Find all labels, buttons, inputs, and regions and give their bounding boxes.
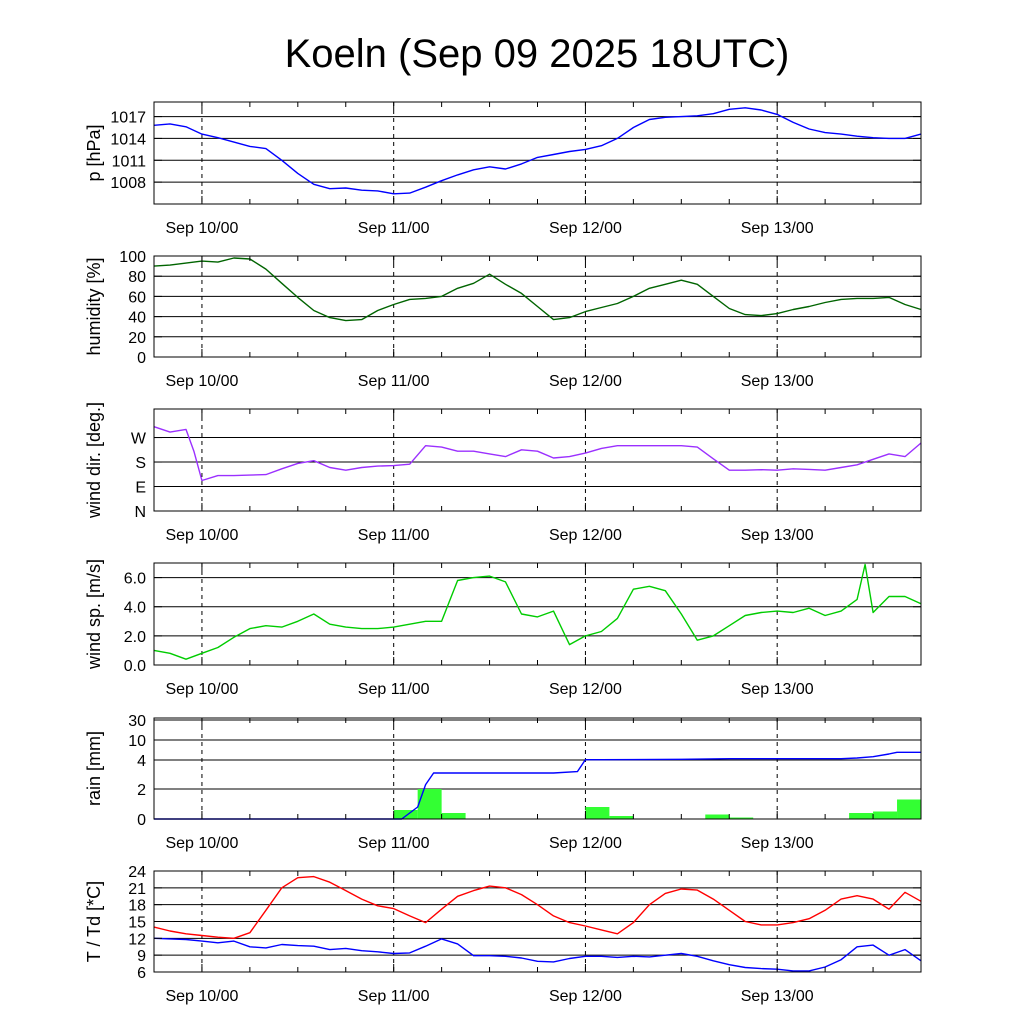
humidity-x-tick-label: Sep 11/00 <box>358 373 430 390</box>
temperature-line <box>153 875 922 939</box>
wind-direction-y-tick-label: N <box>134 504 146 521</box>
pressure-y-tick-label: 1008 <box>110 175 146 192</box>
rain-bar <box>897 799 921 819</box>
temperature-x-tick-label: Sep 13/00 <box>741 988 814 1005</box>
rain-bar <box>585 807 610 819</box>
rain-y-label: rain [mm] <box>84 731 104 806</box>
wind-direction-x-tick-label: Sep 11/00 <box>358 527 430 544</box>
wind-direction-x-tick-label: Sep 13/00 <box>741 527 814 544</box>
humidity-line <box>153 257 922 322</box>
wind-speed-y-label: wind sp. [m/s] <box>84 559 104 670</box>
rain-x-tick-label: Sep 13/00 <box>741 835 814 852</box>
humidity-y-label: humidity [%] <box>84 257 104 355</box>
dewpoint-line <box>153 937 922 972</box>
humidity-x-tick-label: Sep 13/00 <box>741 373 814 390</box>
temperature-y-tick-label: 6 <box>137 965 146 982</box>
rain-bar <box>441 813 466 819</box>
wind-speed-x-tick-label: Sep 12/00 <box>549 681 622 698</box>
humidity-y-tick-label: 60 <box>128 289 146 306</box>
accumulated-rain-line <box>154 751 921 820</box>
humidity-y-tick-label: 80 <box>128 269 146 286</box>
wind-direction-x-tick-label: Sep 10/00 <box>165 527 238 544</box>
rain-x-tick-label: Sep 11/00 <box>358 835 430 852</box>
rain-bar <box>417 789 442 819</box>
wind-direction-y-tick-label: E <box>135 480 146 497</box>
wind-speed-y-tick-label: 6.0 <box>124 571 146 588</box>
rain-y-tick-label: 2 <box>137 782 146 799</box>
wind-direction-line <box>153 426 922 482</box>
temperature-y-tick-label: 21 <box>128 881 146 898</box>
wind-direction-x-tick-label: Sep 12/00 <box>549 527 622 544</box>
rain-x-tick-label: Sep 10/00 <box>165 835 238 852</box>
temperature-x-tick-label: Sep 10/00 <box>165 988 238 1005</box>
pressure-x-tick-label: Sep 12/00 <box>549 220 622 237</box>
rain-bar <box>873 811 898 819</box>
rain-x-tick-label: Sep 12/00 <box>549 835 622 852</box>
rain-y-tick-label: 4 <box>137 753 146 770</box>
wind-direction-y-label: wind dir. [deg.] <box>84 402 104 519</box>
wind-speed-x-tick-label: Sep 10/00 <box>165 681 238 698</box>
wind-speed-y-tick-label: 0.0 <box>124 658 146 675</box>
humidity-y-tick-label: 100 <box>119 249 146 266</box>
wind-speed-y-tick-label: 4.0 <box>124 600 146 617</box>
wind-speed-x-tick-label: Sep 11/00 <box>358 681 430 698</box>
rain-bar <box>705 814 730 819</box>
humidity-y-tick-label: 0 <box>137 350 146 367</box>
temperature-y-tick-label: 15 <box>128 915 146 932</box>
temperature-y-tick-label: 24 <box>128 864 146 881</box>
humidity-x-tick-label: Sep 10/00 <box>165 373 238 390</box>
temperature-y-label: T / Td [*C] <box>84 881 104 962</box>
temperature-y-tick-label: 18 <box>128 898 146 915</box>
wind-speed-y-tick-label: 2.0 <box>124 629 146 646</box>
rain-bar <box>393 810 418 819</box>
pressure-y-label: p [hPa] <box>84 124 104 181</box>
rain-y-tick-label: 0 <box>137 812 146 829</box>
humidity-x-tick-label: Sep 12/00 <box>549 373 622 390</box>
pressure-line <box>153 107 922 195</box>
humidity-panel: 0 20 40 60 80 100 Sep 10/00 Sep 11/00 Sep 12/00 S… <box>84 249 922 390</box>
wind-speed-panel: 0.0 2.0 4.0 6.0 Sep 10/00 Sep 11/00 Sep 12/00 S… <box>84 559 922 698</box>
temperature-y-tick-label: 9 <box>137 948 146 965</box>
temperature-x-tick-label: Sep 12/00 <box>549 988 622 1005</box>
humidity-y-tick-label: 40 <box>128 310 146 327</box>
rain-panel: 0 2 4 10 30 Sep 10/00 Sep 11/00 Sep 12/00 Sep 13… <box>84 713 922 852</box>
chart-title: Koeln (Sep 09 2025 18UTC) <box>285 32 790 76</box>
pressure-y-tick-label: 1017 <box>110 110 146 127</box>
temperature-y-tick-label: 12 <box>128 931 146 948</box>
rain-y-tick-label: 10 <box>128 733 146 750</box>
humidity-y-tick-label: 20 <box>128 330 146 347</box>
pressure-y-tick-label: 1011 <box>112 153 147 170</box>
pressure-x-tick-label: Sep 13/00 <box>741 220 814 237</box>
rain-bar <box>609 816 634 819</box>
pressure-y-tick-label: 1014 <box>110 131 146 148</box>
wind-direction-y-tick-label: S <box>135 455 146 472</box>
rain-bar <box>729 817 754 819</box>
wind-speed-line <box>153 563 922 660</box>
rain-bar <box>849 813 874 819</box>
pressure-x-tick-label: Sep 10/00 <box>165 220 238 237</box>
wind-speed-x-tick-label: Sep 13/00 <box>741 681 814 698</box>
rain-y-tick-label: 30 <box>128 713 146 730</box>
pressure-panel: 1008 1011 1014 1017 Sep 10/00 Sep 11/00 Sep 12… <box>84 101 922 237</box>
wind-direction-y-tick-label: W <box>131 431 147 448</box>
pressure-x-tick-label: Sep 11/00 <box>358 220 430 237</box>
temperature-x-tick-label: Sep 11/00 <box>358 988 430 1005</box>
